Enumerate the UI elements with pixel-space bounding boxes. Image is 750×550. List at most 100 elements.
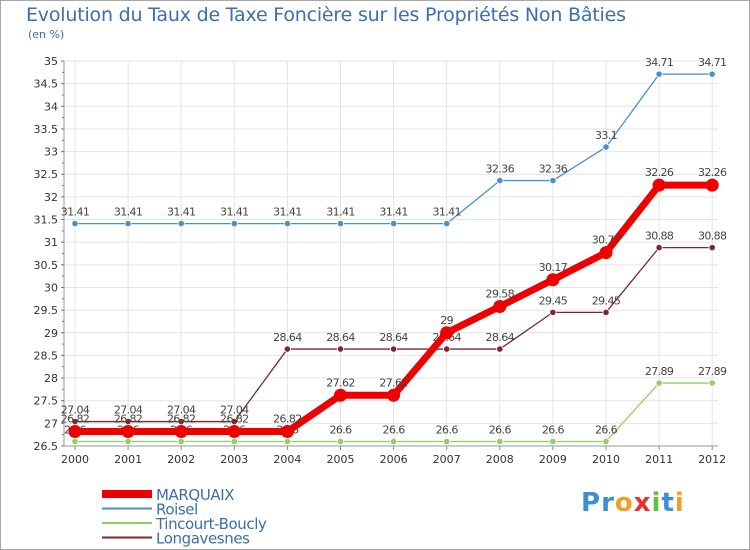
series-longavesnes: 27.04 27.04 27.04 27.04 28.64 28.64 28.64 28.64… [61, 230, 728, 426]
data-point [443, 345, 451, 353]
y-tick-label: 34.5 [34, 78, 59, 91]
x-tick-label: 2008 [486, 453, 514, 466]
data-point [336, 345, 345, 353]
data-point [602, 143, 610, 151]
data-point [230, 220, 238, 228]
data-point [389, 220, 398, 228]
data-label: 31.41 [326, 206, 355, 219]
y-tick-label: 29.5 [34, 304, 59, 317]
data-point [177, 417, 185, 426]
data-label: 28.64 [273, 331, 302, 344]
data-point [230, 417, 238, 426]
data-point [496, 437, 504, 446]
data-label: 32.26 [698, 166, 727, 179]
data-point [280, 425, 294, 439]
x-tick-label: 2002 [167, 453, 195, 466]
data-label: 27.04 [167, 404, 196, 417]
data-point [496, 345, 504, 353]
data-point [599, 246, 613, 260]
data-label: 31.41 [432, 206, 461, 219]
data-point [227, 425, 241, 439]
x-tick-label: 2012 [698, 453, 726, 466]
logo-letter: r [601, 488, 615, 518]
y-tick-label: 27.5 [34, 395, 59, 408]
y-tick-label: 32.5 [34, 168, 59, 181]
data-point [389, 345, 398, 353]
data-label: 31.41 [114, 206, 143, 219]
y-tick-label: 29 [44, 327, 58, 340]
data-label: 27.62 [326, 376, 355, 389]
data-point [174, 425, 188, 439]
x-tick-label: 2005 [327, 453, 355, 466]
data-label: 27.04 [114, 404, 143, 417]
y-tick-label: 30.5 [34, 259, 59, 272]
x-tick-label: 2010 [592, 453, 620, 466]
data-point [71, 437, 79, 446]
data-point [121, 425, 135, 439]
data-point [283, 437, 291, 446]
data-label: 32.26 [645, 166, 674, 179]
data-label: 26.6 [542, 423, 565, 436]
data-point [496, 176, 504, 185]
data-label: 27.04 [220, 404, 249, 417]
data-point [549, 437, 557, 446]
data-label: 27.89 [645, 365, 674, 378]
x-tick-label: 2003 [220, 453, 248, 466]
data-label: 27.89 [698, 365, 727, 378]
data-label: 34.71 [698, 56, 727, 69]
data-label: 31.41 [273, 206, 302, 219]
logo-letter: x [633, 488, 652, 518]
data-label: 29.45 [592, 294, 621, 307]
logo-letter: o [614, 488, 634, 518]
data-label: 29.45 [539, 294, 568, 307]
data-label: 28.64 [486, 331, 515, 344]
data-label: 32.36 [539, 163, 568, 176]
legend-label: Longavesnes [156, 530, 250, 548]
data-point [389, 437, 398, 446]
data-label: 28.64 [379, 331, 408, 344]
data-point [549, 308, 557, 316]
data-point [440, 326, 454, 340]
data-point [124, 220, 132, 228]
legend-label: MARQUAIX [156, 486, 234, 504]
data-point [705, 178, 719, 192]
data-label: 32.36 [486, 163, 515, 176]
data-label: 26.6 [436, 423, 459, 436]
x-tick-label: 2001 [114, 453, 142, 466]
data-label: 30.88 [645, 230, 674, 243]
data-label: 26.82 [167, 413, 196, 426]
data-point [177, 437, 185, 446]
data-label: 26.82 [273, 413, 302, 426]
data-point [334, 388, 347, 402]
data-point [443, 220, 451, 228]
series-roisel: 31.41 31.41 31.41 31.41 31.41 31.41 31.41 31.41… [61, 56, 727, 228]
series-marquaix: 26.82 26.82 26.82 26.82 26.82 27.62 27.62 29 29.… [61, 166, 728, 439]
y-tick-label: 28 [44, 372, 58, 385]
x-tick-label: 2009 [539, 453, 567, 466]
data-label: 29.58 [486, 287, 515, 300]
data-point [283, 345, 291, 353]
y-tick-label: 30 [44, 281, 58, 294]
y-tick-label: 31.5 [34, 214, 59, 227]
proxiti-logo: Proxiti [581, 488, 685, 518]
data-label: 30.77 [592, 234, 621, 247]
logo-letter: i [674, 488, 685, 518]
data-point [602, 308, 610, 316]
data-point [708, 379, 716, 387]
data-point [177, 220, 185, 228]
data-point [387, 388, 401, 402]
x-tick-label: 2007 [433, 453, 461, 466]
data-label: 34.71 [645, 56, 674, 69]
y-tick-label: 27 [44, 417, 58, 430]
y-tick-label: 33 [44, 146, 58, 159]
data-point [336, 437, 345, 446]
data-point [124, 437, 132, 446]
data-label: 26.6 [329, 423, 352, 436]
data-point [655, 379, 663, 387]
logo-letter: t [661, 488, 675, 518]
data-point [655, 70, 663, 78]
data-point [549, 176, 557, 185]
y-tick-label: 26.5 [34, 440, 59, 453]
y-tick-label: 33.5 [34, 123, 59, 136]
